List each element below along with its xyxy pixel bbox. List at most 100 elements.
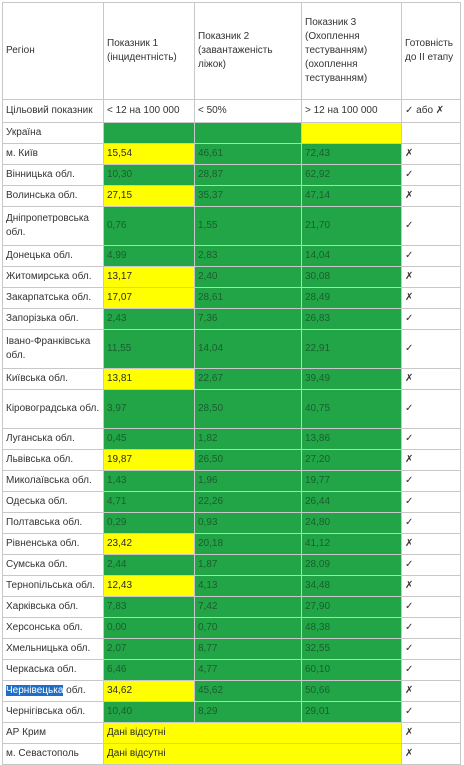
target-indicator-1: < 12 на 100 000 <box>103 99 195 123</box>
readiness-cell: ✓ <box>401 554 461 576</box>
readiness-cell: ✓ <box>401 596 461 618</box>
indicator-2-cell: 7,42 <box>194 596 302 618</box>
region-cell: Харківська обл. <box>2 596 104 618</box>
table-row: Львівська обл. 19,87 26,50 27,20 ✗ <box>2 449 461 471</box>
indicator-3-cell: 32,55 <box>301 638 402 660</box>
table-row: м. Севастополь Дані відсутні ✗ <box>2 743 461 765</box>
indicator-1-cell <box>103 122 195 144</box>
region-cell: Тернопільська обл. <box>2 575 104 597</box>
table-row: Дніпропетровська обл. 0,76 1,55 21,70 ✓ <box>2 206 461 246</box>
region-cell: Миколаївська обл. <box>2 470 104 492</box>
readiness-cell: ✓ <box>401 206 461 246</box>
indicator-3-cell: 26,44 <box>301 491 402 513</box>
indicator-1-cell: 0,00 <box>103 617 195 639</box>
indicator-1-cell: 13,81 <box>103 368 195 390</box>
readiness-cell: ✗ <box>401 368 461 390</box>
indicator-3-cell: 26,83 <box>301 308 402 330</box>
table-row: Житомирська обл. 13,17 2,40 30,08 ✗ <box>2 266 461 288</box>
no-data-cell: Дані відсутні <box>103 743 402 765</box>
indicator-2-cell: 4,13 <box>194 575 302 597</box>
indicator-2-cell: 8,29 <box>194 701 302 723</box>
region-cell: Івано-Франківська обл. <box>2 329 104 369</box>
region-cell: м. Севастополь <box>2 743 104 765</box>
target-readiness: ✓ або ✗ <box>401 99 461 123</box>
readiness-cell: ✓ <box>401 308 461 330</box>
readiness-cell: ✗ <box>401 266 461 288</box>
table-row: Чернігівська обл. 10,40 8,29 29,01 ✓ <box>2 701 461 723</box>
table-row: Одеська обл. 4,71 22,26 26,44 ✓ <box>2 491 461 513</box>
indicator-1-cell: 15,54 <box>103 143 195 165</box>
target-indicator-3: > 12 на 100 000 <box>301 99 402 123</box>
table-row: Тернопільська обл. 12,43 4,13 34,48 ✗ <box>2 575 461 597</box>
indicator-2-cell: 1,87 <box>194 554 302 576</box>
header-indicator-3: Показник 3 (Охоплення тестуванням) (охоп… <box>301 2 402 100</box>
table-row: Закарпатська обл. 17,07 28,61 28,49 ✗ <box>2 287 461 309</box>
region-cell: АР Крим <box>2 722 104 744</box>
region-cell: Луганська обл. <box>2 428 104 450</box>
indicator-1-cell: 27,15 <box>103 185 195 207</box>
indicator-1-cell: 23,42 <box>103 533 195 555</box>
indicator-3-cell <box>301 122 402 144</box>
indicator-3-cell: 50,66 <box>301 680 402 702</box>
indicator-1-cell: 2,07 <box>103 638 195 660</box>
indicator-1-cell: 6,46 <box>103 659 195 681</box>
region-cell: Чернігівська обл. <box>2 701 104 723</box>
indicator-2-cell: 35,37 <box>194 185 302 207</box>
header-indicator-1: Показник 1 (інцидентність) <box>103 2 195 100</box>
header-indicator-2: Показник 2 (завантаженість ліжок) <box>194 2 302 100</box>
table-row: Харківська обл. 7,83 7,42 27,90 ✓ <box>2 596 461 618</box>
readiness-cell: ✓ <box>401 512 461 534</box>
indicator-2-cell: 8,77 <box>194 638 302 660</box>
indicator-3-cell: 40,75 <box>301 389 402 429</box>
header-region: Регіон <box>2 2 104 100</box>
indicator-2-cell: 46,61 <box>194 143 302 165</box>
readiness-cell <box>401 122 461 144</box>
header-readiness: Готовність до ІІ етапу <box>401 2 461 100</box>
table-row: Хмельницька обл. 2,07 8,77 32,55 ✓ <box>2 638 461 660</box>
region-cell: Сумська обл. <box>2 554 104 576</box>
indicator-2-cell: 22,26 <box>194 491 302 513</box>
indicator-3-cell: 19,77 <box>301 470 402 492</box>
readiness-cell: ✗ <box>401 449 461 471</box>
readiness-cell: ✓ <box>401 389 461 429</box>
table-row: Рівненська обл. 23,42 20,18 41,12 ✗ <box>2 533 461 555</box>
region-cell: Житомирська обл. <box>2 266 104 288</box>
indicator-1-cell: 4,71 <box>103 491 195 513</box>
indicator-3-cell: 72,43 <box>301 143 402 165</box>
no-data-cell: Дані відсутні <box>103 722 402 744</box>
indicator-3-cell: 22,91 <box>301 329 402 369</box>
region-cell: Кіровоградська обл. <box>2 389 104 429</box>
indicator-2-cell: 1,55 <box>194 206 302 246</box>
readiness-cell: ✗ <box>401 722 461 744</box>
region-cell: Херсонська обл. <box>2 617 104 639</box>
table-row: Івано-Франківська обл. 11,55 14,04 22,91 ✓ <box>2 329 461 369</box>
table-row: Херсонська обл. 0,00 0,70 48,38 ✓ <box>2 617 461 639</box>
target-indicator-2: < 50% <box>194 99 302 123</box>
region-cell: Одеська обл. <box>2 491 104 513</box>
indicator-2-cell: 22,67 <box>194 368 302 390</box>
indicator-2-cell: 0,93 <box>194 512 302 534</box>
table-row: Чернівецька обл. 34,62 45,62 50,66 ✗ <box>2 680 461 702</box>
readiness-cell: ✓ <box>401 659 461 681</box>
indicator-3-cell: 27,20 <box>301 449 402 471</box>
indicator-1-cell: 12,43 <box>103 575 195 597</box>
readiness-cell: ✓ <box>401 617 461 639</box>
target-label: Цільовий показник <box>2 99 104 123</box>
readiness-cell: ✓ <box>401 491 461 513</box>
region-cell: Закарпатська обл. <box>2 287 104 309</box>
table-row: Черкаська обл. 6,46 4,77 60,10 ✓ <box>2 659 461 681</box>
indicator-1-cell: 34,62 <box>103 680 195 702</box>
indicator-2-cell: 28,87 <box>194 164 302 186</box>
indicator-2-cell: 0,70 <box>194 617 302 639</box>
readiness-cell: ✗ <box>401 743 461 765</box>
readiness-cell: ✓ <box>401 245 461 267</box>
indicator-3-cell: 30,08 <box>301 266 402 288</box>
region-cell: Львівська обл. <box>2 449 104 471</box>
table-row: Сумська обл. 2,44 1,87 28,09 ✓ <box>2 554 461 576</box>
selected-text[interactable]: Чернівецька <box>6 685 64 696</box>
readiness-cell: ✓ <box>401 428 461 450</box>
region-suffix: обл. <box>63 685 86 696</box>
indicator-1-cell: 2,43 <box>103 308 195 330</box>
indicator-2-cell: 26,50 <box>194 449 302 471</box>
readiness-cell: ✓ <box>401 701 461 723</box>
